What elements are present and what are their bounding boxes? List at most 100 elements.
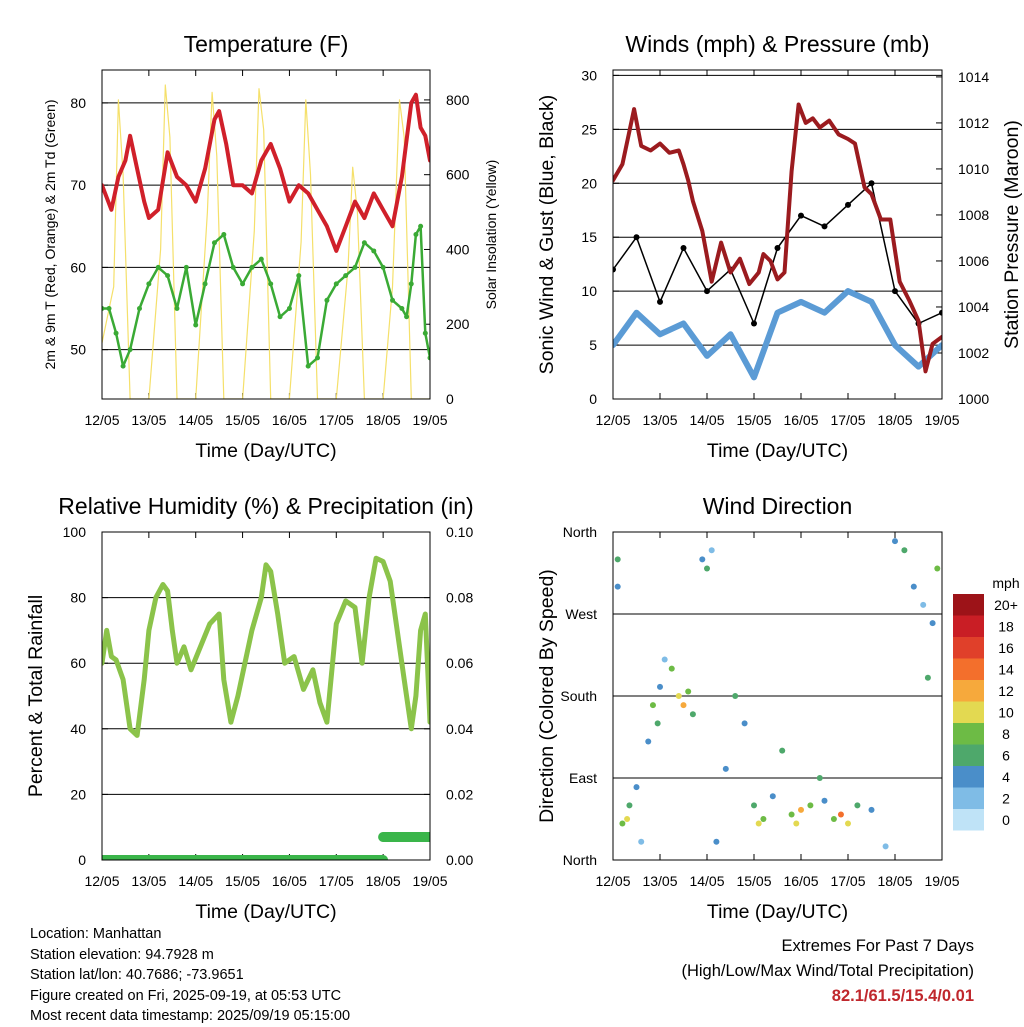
x-tick-label: 14/05 [689, 873, 724, 889]
direction-point [713, 838, 720, 845]
figure-created: Figure created on Fri, 2025-09-19, at 05… [30, 987, 342, 1004]
y-axis-label: Sonic Wind & Gust (Blue, Black) [536, 95, 558, 375]
colorbar-swatch [953, 658, 984, 680]
dewpoint-point [371, 248, 377, 254]
y2-tick-label: 600 [446, 167, 470, 183]
direction-point [626, 802, 633, 809]
direction-point [788, 811, 795, 818]
y-tick-label: 10 [581, 283, 597, 299]
station-info: Location: Manhattan Station elevation: 9… [30, 924, 350, 1027]
colorbar-swatch [953, 594, 984, 616]
dewpoint-point [413, 232, 419, 237]
dewpoint-point [230, 264, 236, 270]
gust-point [774, 244, 781, 251]
direction-point [920, 601, 927, 608]
dewpoint-point [361, 240, 367, 246]
station-elevation: Station elevation: 94.7928 m [30, 946, 214, 963]
direction-point [699, 556, 706, 563]
station-latlon: Station lat/lon: 40.7686; -73.9651 [30, 967, 244, 983]
x-tick-label: 17/05 [830, 412, 865, 428]
gust-point [704, 288, 710, 295]
direction-point [779, 747, 786, 754]
gust-point [892, 288, 898, 295]
x-tick-label: 19/05 [924, 873, 959, 889]
x-tick-label: 18/05 [366, 873, 401, 889]
dewpoint-point [193, 322, 199, 328]
colorbar-label: 12 [998, 683, 1014, 699]
x-axis-label: Time (Day/UTC) [195, 440, 336, 462]
dewpoint-point [155, 264, 161, 270]
y2-tick-label: 0 [446, 391, 454, 407]
direction-point [821, 797, 828, 804]
colorbar-swatch [953, 680, 984, 702]
y-tick-label: 40 [70, 721, 86, 737]
direction-point [732, 693, 739, 699]
x-tick-label: 13/05 [642, 873, 677, 889]
extremes-values: 82.1/61.5/15.4/0.01 [831, 987, 974, 1005]
x-tick-label: 15/05 [225, 873, 260, 889]
y-tick-label: 20 [581, 175, 597, 191]
direction-point [769, 793, 776, 800]
dewpoint-point [202, 281, 208, 287]
colorbar-label: 16 [998, 640, 1014, 656]
x-tick-label: 19/05 [412, 873, 447, 889]
y2-tick-label: 0.04 [446, 721, 473, 737]
colorbar-label: 20+ [994, 597, 1018, 613]
x-tick-label: 13/05 [642, 412, 677, 428]
y-tick-label: 0 [78, 852, 86, 868]
x-tick-label: 18/05 [877, 412, 912, 428]
colorbar-swatch [953, 637, 984, 659]
direction-point [892, 538, 898, 545]
series-humidity [102, 555, 430, 738]
x-tick-label: 19/05 [924, 412, 959, 428]
colorbar-title: mph [992, 575, 1019, 591]
chart-title: Temperature (F) [184, 31, 349, 57]
y-tick-label: 0 [589, 391, 597, 407]
y2-axis-label: Solar Insolation (Yellow) [483, 160, 499, 310]
dewpoint-point [174, 306, 180, 312]
gust-point [845, 201, 851, 208]
dewpoint-point [277, 314, 283, 320]
y2-tick-label: 1000 [958, 391, 989, 407]
direction-point [868, 806, 875, 813]
colorbar-swatch [953, 615, 984, 637]
series-dewpoint [102, 225, 430, 368]
colorbar-label: 0 [1002, 812, 1010, 828]
y-tick-label: 80 [70, 590, 86, 606]
x-tick-label: 15/05 [736, 873, 771, 889]
x-tick-label: 18/05 [877, 873, 912, 889]
x-tick-label: 16/05 [783, 412, 818, 428]
x-tick-label: 17/05 [830, 873, 865, 889]
station-location: Location: Manhattan [30, 926, 162, 942]
dewpoint-point [127, 347, 133, 353]
direction-point [755, 820, 762, 827]
y2-tick-label: 0.08 [446, 590, 473, 606]
direction-point [689, 711, 696, 718]
y2-tick-label: 1008 [958, 207, 989, 223]
direction-point [760, 816, 767, 822]
plot-area [613, 102, 942, 381]
direction-point [708, 547, 715, 554]
y2-tick-label: 1004 [958, 299, 989, 315]
dewpoint-point [408, 281, 414, 287]
colorbar-swatch [953, 744, 984, 766]
gust-point [751, 320, 757, 327]
dewpoint-point [102, 306, 105, 312]
dewpoint-point [427, 355, 430, 361]
direction-point [685, 688, 692, 695]
y-tick-label: 50 [70, 342, 86, 358]
y2-tick-label: 1014 [958, 69, 989, 85]
y-tick-label: East [569, 770, 597, 786]
y2-tick-label: 1010 [958, 161, 989, 177]
x-tick-label: 13/05 [131, 412, 166, 428]
direction-point [837, 811, 844, 818]
chart-title: Wind Direction [703, 493, 853, 519]
direction-point [680, 702, 687, 709]
y-tick-label: North [563, 524, 597, 540]
direction-point [910, 583, 917, 590]
y-axis-label: 2m & 9m T (Red, Orange) & 2m Td (Green) [42, 100, 58, 370]
x-tick-label: 16/05 [272, 412, 307, 428]
x-tick-label: 12/05 [84, 412, 119, 428]
y-axis-label: Direction (Colored By Speed) [536, 569, 558, 823]
gust-point [939, 309, 942, 316]
